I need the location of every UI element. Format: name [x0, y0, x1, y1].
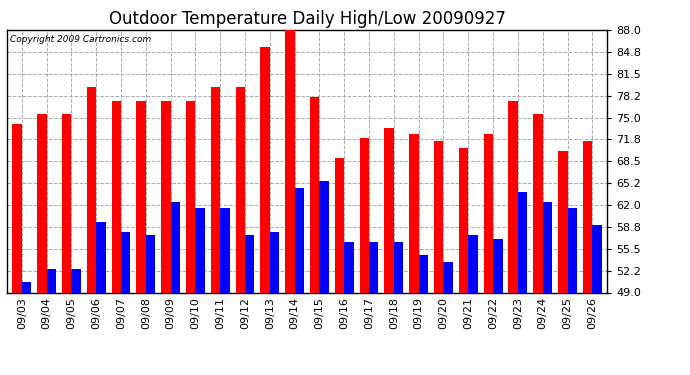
Bar: [37, 114, 47, 292]
Bar: [12, 124, 22, 292]
Bar: [121, 232, 130, 292]
Bar: [384, 128, 394, 292]
Bar: [583, 141, 592, 292]
Bar: [245, 235, 255, 292]
Title: Outdoor Temperature Daily High/Low 20090927: Outdoor Temperature Daily High/Low 20090…: [108, 10, 506, 28]
Bar: [137, 100, 146, 292]
Bar: [459, 148, 469, 292]
Bar: [170, 202, 180, 292]
Bar: [319, 182, 329, 292]
Text: Copyright 2009 Cartronics.com: Copyright 2009 Cartronics.com: [10, 35, 151, 44]
Bar: [533, 114, 543, 292]
Bar: [285, 30, 295, 292]
Bar: [211, 87, 220, 292]
Bar: [161, 100, 170, 292]
Bar: [359, 138, 369, 292]
Bar: [270, 232, 279, 292]
Bar: [220, 209, 230, 292]
Bar: [335, 158, 344, 292]
Bar: [96, 222, 106, 292]
Bar: [344, 242, 354, 292]
Bar: [543, 202, 552, 292]
Bar: [444, 262, 453, 292]
Bar: [419, 255, 428, 292]
Bar: [369, 242, 379, 292]
Bar: [518, 192, 527, 292]
Bar: [87, 87, 96, 292]
Bar: [592, 225, 602, 292]
Bar: [434, 141, 444, 292]
Bar: [47, 269, 56, 292]
Bar: [146, 235, 155, 292]
Bar: [394, 242, 403, 292]
Bar: [186, 100, 195, 292]
Bar: [235, 87, 245, 292]
Bar: [310, 97, 319, 292]
Bar: [195, 209, 205, 292]
Bar: [112, 100, 121, 292]
Bar: [62, 114, 71, 292]
Bar: [295, 188, 304, 292]
Bar: [509, 100, 518, 292]
Bar: [71, 269, 81, 292]
Bar: [22, 282, 31, 292]
Bar: [493, 238, 502, 292]
Bar: [260, 47, 270, 292]
Bar: [558, 151, 567, 292]
Bar: [469, 235, 477, 292]
Bar: [409, 134, 419, 292]
Bar: [567, 209, 577, 292]
Bar: [484, 134, 493, 292]
